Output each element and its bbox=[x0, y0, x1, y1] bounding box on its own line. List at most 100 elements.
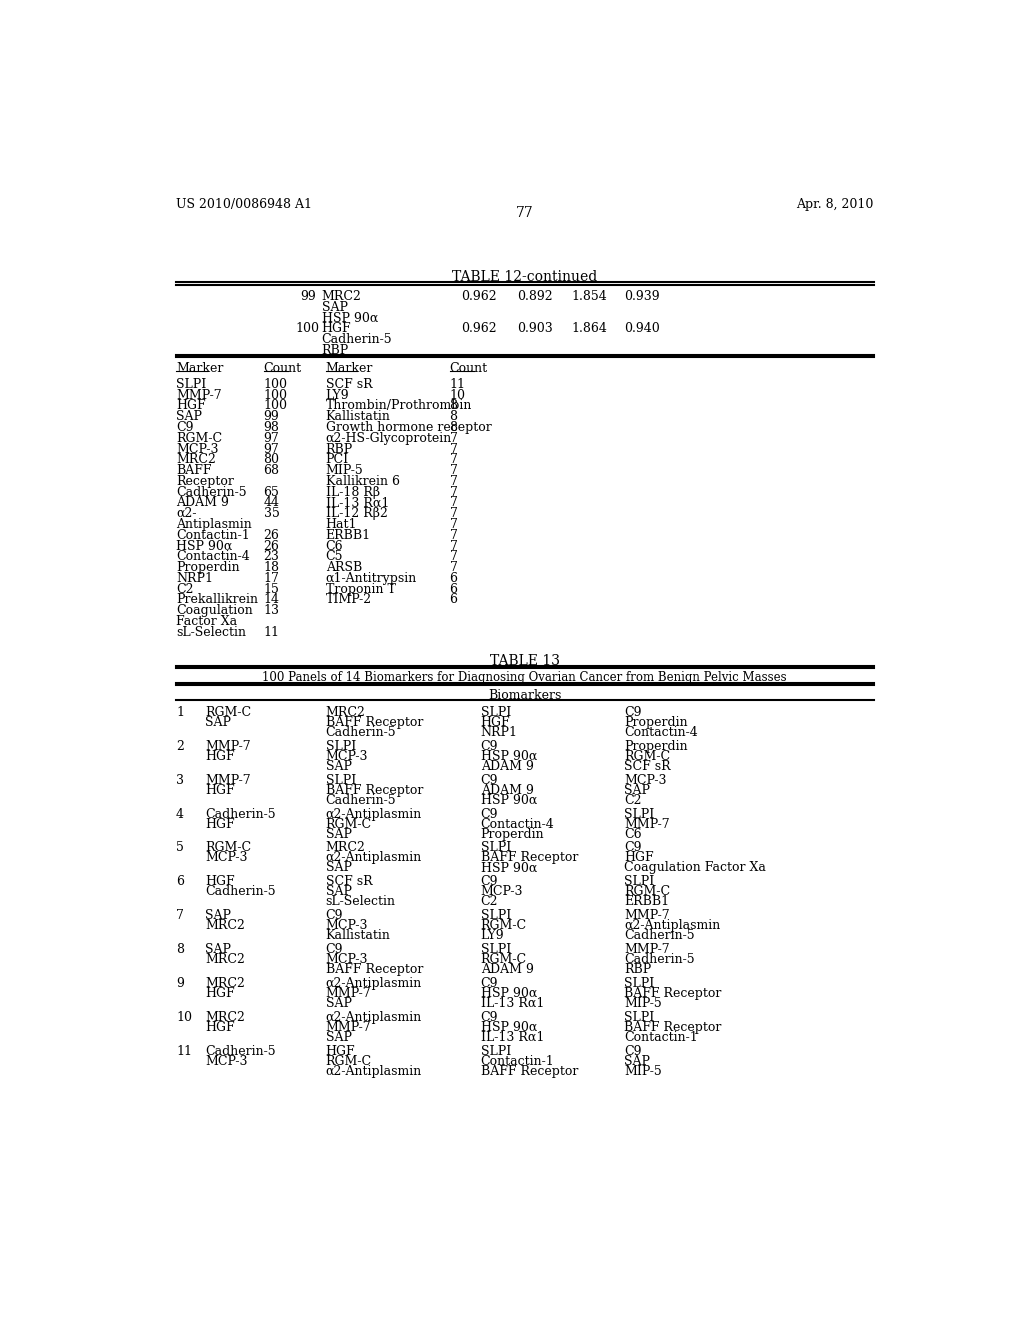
Text: 11: 11 bbox=[176, 1044, 193, 1057]
Text: RBP: RBP bbox=[322, 345, 349, 356]
Text: Thrombin/Prothrombin: Thrombin/Prothrombin bbox=[326, 400, 472, 412]
Text: 9: 9 bbox=[176, 977, 184, 990]
Text: MCP-3: MCP-3 bbox=[176, 442, 218, 455]
Text: SLPI: SLPI bbox=[480, 942, 511, 956]
Text: BAFF Receptor: BAFF Receptor bbox=[326, 784, 423, 797]
Text: 99: 99 bbox=[263, 411, 280, 424]
Text: IL-12 Rβ2: IL-12 Rβ2 bbox=[326, 507, 387, 520]
Text: RGM-C: RGM-C bbox=[326, 1055, 372, 1068]
Text: 99: 99 bbox=[300, 290, 315, 304]
Text: MMP-7: MMP-7 bbox=[624, 909, 670, 923]
Text: 97: 97 bbox=[263, 432, 280, 445]
Text: Marker: Marker bbox=[326, 363, 373, 375]
Text: HSP 90α: HSP 90α bbox=[480, 862, 537, 874]
Text: 11: 11 bbox=[263, 626, 280, 639]
Text: 7: 7 bbox=[450, 529, 458, 541]
Text: BAFF Receptor: BAFF Receptor bbox=[624, 1020, 721, 1034]
Text: SCF sR: SCF sR bbox=[326, 378, 373, 391]
Text: 44: 44 bbox=[263, 496, 280, 510]
Text: 7: 7 bbox=[176, 909, 184, 923]
Text: 80: 80 bbox=[263, 453, 280, 466]
Text: SLPI: SLPI bbox=[624, 808, 654, 821]
Text: 0.962: 0.962 bbox=[461, 322, 497, 335]
Text: 2: 2 bbox=[176, 739, 184, 752]
Text: 6: 6 bbox=[450, 572, 458, 585]
Text: C9: C9 bbox=[326, 942, 343, 956]
Text: 7: 7 bbox=[450, 540, 458, 553]
Text: IL-13 Rα1: IL-13 Rα1 bbox=[480, 997, 544, 1010]
Text: SLPI: SLPI bbox=[176, 378, 206, 391]
Text: MRC2: MRC2 bbox=[206, 919, 246, 932]
Text: HGF: HGF bbox=[206, 817, 236, 830]
Text: SAP: SAP bbox=[624, 1055, 650, 1068]
Text: MCP-3: MCP-3 bbox=[326, 919, 368, 932]
Text: Growth hormone receptor: Growth hormone receptor bbox=[326, 421, 492, 434]
Text: SAP: SAP bbox=[624, 784, 650, 797]
Text: HGF: HGF bbox=[326, 1044, 355, 1057]
Text: sL-Selectin: sL-Selectin bbox=[176, 626, 246, 639]
Text: 7: 7 bbox=[450, 486, 458, 499]
Text: MIP-5: MIP-5 bbox=[326, 465, 364, 477]
Text: Properdin: Properdin bbox=[624, 739, 688, 752]
Text: Coagulation Factor Xa: Coagulation Factor Xa bbox=[624, 862, 766, 874]
Text: α2-Antiplasmin: α2-Antiplasmin bbox=[326, 808, 422, 821]
Text: C9: C9 bbox=[480, 1011, 498, 1024]
Text: MRC2: MRC2 bbox=[326, 841, 366, 854]
Text: TABLE 13: TABLE 13 bbox=[489, 653, 560, 668]
Text: 7: 7 bbox=[450, 475, 458, 488]
Text: SAP: SAP bbox=[176, 411, 202, 424]
Text: Factor Xa: Factor Xa bbox=[176, 615, 238, 628]
Text: Cadherin-5: Cadherin-5 bbox=[624, 953, 694, 966]
Text: 8: 8 bbox=[450, 411, 458, 424]
Text: MRC2: MRC2 bbox=[206, 977, 246, 990]
Text: SCF sR: SCF sR bbox=[326, 875, 373, 888]
Text: MCP-3: MCP-3 bbox=[206, 1055, 248, 1068]
Text: C9: C9 bbox=[480, 977, 498, 990]
Text: SAP: SAP bbox=[326, 862, 351, 874]
Text: Cadherin-5: Cadherin-5 bbox=[322, 333, 392, 346]
Text: Hat1: Hat1 bbox=[326, 517, 357, 531]
Text: 0.962: 0.962 bbox=[461, 290, 497, 304]
Text: Cadherin-5: Cadherin-5 bbox=[326, 793, 396, 807]
Text: MRC2: MRC2 bbox=[176, 453, 216, 466]
Text: 4: 4 bbox=[176, 808, 184, 821]
Text: RGM-C: RGM-C bbox=[624, 750, 670, 763]
Text: MIP-5: MIP-5 bbox=[624, 1065, 662, 1077]
Text: Count: Count bbox=[263, 363, 302, 375]
Text: 5: 5 bbox=[176, 841, 184, 854]
Text: α2-Antiplasmin: α2-Antiplasmin bbox=[326, 1065, 422, 1077]
Text: HGF: HGF bbox=[176, 400, 206, 412]
Text: MMP-7: MMP-7 bbox=[326, 987, 372, 1001]
Text: IL-18 Rβ: IL-18 Rβ bbox=[326, 486, 380, 499]
Text: 97: 97 bbox=[263, 442, 280, 455]
Text: 0.939: 0.939 bbox=[624, 290, 659, 304]
Text: Contactin-4: Contactin-4 bbox=[176, 550, 250, 564]
Text: NRP1: NRP1 bbox=[480, 726, 517, 739]
Text: 6: 6 bbox=[450, 594, 458, 606]
Text: BAFF Receptor: BAFF Receptor bbox=[624, 987, 721, 1001]
Text: α2-: α2- bbox=[176, 507, 197, 520]
Text: SAP: SAP bbox=[206, 715, 231, 729]
Text: Apr. 8, 2010: Apr. 8, 2010 bbox=[797, 198, 873, 211]
Text: SLPI: SLPI bbox=[480, 841, 511, 854]
Text: SLPI: SLPI bbox=[624, 977, 654, 990]
Text: 14: 14 bbox=[263, 594, 280, 606]
Text: 8: 8 bbox=[450, 400, 458, 412]
Text: MMP-7: MMP-7 bbox=[624, 817, 670, 830]
Text: Antiplasmin: Antiplasmin bbox=[176, 517, 252, 531]
Text: 0.892: 0.892 bbox=[517, 290, 553, 304]
Text: 68: 68 bbox=[263, 465, 280, 477]
Text: 7: 7 bbox=[450, 561, 458, 574]
Text: α2-Antiplasmin: α2-Antiplasmin bbox=[326, 851, 422, 865]
Text: HGF: HGF bbox=[624, 851, 653, 865]
Text: 6: 6 bbox=[450, 582, 458, 595]
Text: Cadherin-5: Cadherin-5 bbox=[326, 726, 396, 739]
Text: C2: C2 bbox=[176, 582, 194, 595]
Text: HGF: HGF bbox=[322, 322, 351, 335]
Text: C2: C2 bbox=[480, 895, 498, 908]
Text: 7: 7 bbox=[450, 550, 458, 564]
Text: C9: C9 bbox=[624, 1044, 641, 1057]
Text: 7: 7 bbox=[450, 465, 458, 477]
Text: 23: 23 bbox=[263, 550, 280, 564]
Text: HGF: HGF bbox=[206, 784, 236, 797]
